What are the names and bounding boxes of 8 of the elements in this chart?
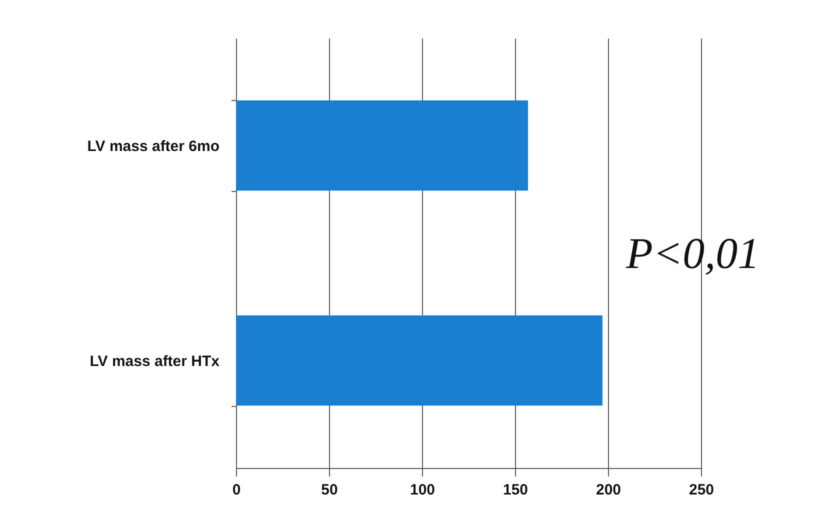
x-tick-label: 50: [321, 482, 338, 498]
y-tick-label: LV mass after 6mo: [87, 138, 220, 155]
x-tick-label: 100: [410, 482, 436, 498]
x-tick-label: 200: [596, 482, 622, 498]
x-tick-label: 150: [502, 482, 528, 498]
x-tick-label: 0: [232, 482, 241, 498]
y-tick-label: LV mass after HTx: [90, 353, 220, 370]
x-tick-label: 250: [688, 482, 714, 498]
